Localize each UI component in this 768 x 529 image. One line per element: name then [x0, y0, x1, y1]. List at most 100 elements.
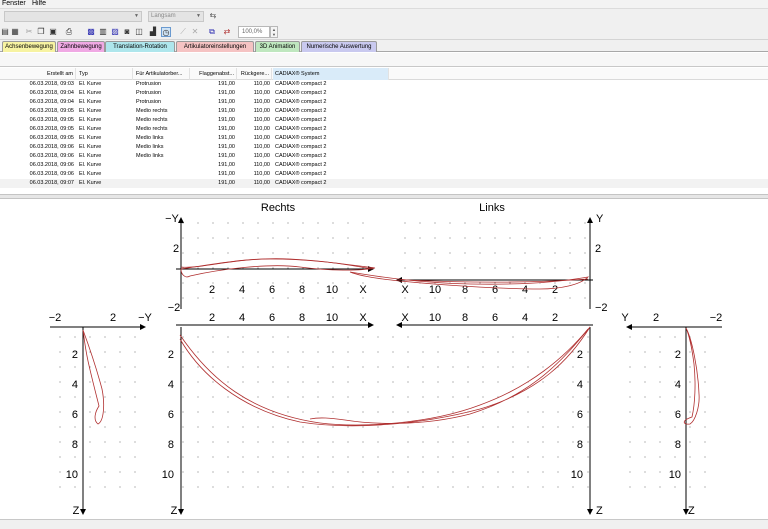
- tab-zahnbewegung[interactable]: Zahnbewegung: [57, 41, 105, 52]
- menu-fenster[interactable]: Fenster: [2, 0, 26, 7]
- grid-dot: [212, 252, 214, 254]
- table-row[interactable]: 06.03.2018, 09:05 El. Kurve Medio rechts 19…: [0, 116, 768, 125]
- tab-numerische-auswertung[interactable]: Numerische Auswertung: [301, 41, 377, 52]
- grid-dot: [272, 336, 274, 338]
- grid-dot: [497, 456, 499, 458]
- filter-icon[interactable]: ▿: [67, 71, 71, 77]
- grid-dot: [74, 471, 76, 473]
- grid-dot: [569, 267, 571, 269]
- grid-dot: [542, 486, 544, 488]
- grid-dot: [182, 396, 184, 398]
- grid-dot: [392, 351, 394, 353]
- grid-dot: [362, 456, 364, 458]
- table-row[interactable]: 06.03.2018, 09:06 El. Kurve Medio links 191…: [0, 143, 768, 152]
- table-row[interactable]: 06.03.2018, 09:05 El. Kurve Medio rechts 19…: [0, 107, 768, 116]
- grid-dot: [134, 351, 136, 353]
- chart-icon[interactable]: ▨: [111, 27, 119, 36]
- grid-dot: [449, 237, 451, 239]
- copy-icon[interactable]: ❐: [37, 27, 45, 36]
- grid-dot: [479, 222, 481, 224]
- splitter-handle[interactable]: [0, 194, 768, 199]
- table-row[interactable]: 06.03.2018, 09:03 El. Kurve Protrusion 191,…: [0, 80, 768, 89]
- table-icon[interactable]: ▥: [99, 27, 107, 36]
- swap-icon[interactable]: ⇆: [209, 11, 217, 20]
- grid-dot: [557, 456, 559, 458]
- speed-combo[interactable]: Langsam ▼: [148, 11, 204, 22]
- grid-dot: [197, 282, 199, 284]
- grid-dot: [512, 426, 514, 428]
- axis-label-x: X: [401, 312, 409, 324]
- grid-dot: [689, 381, 691, 383]
- table-row[interactable]: 06.03.2018, 09:05 El. Kurve Medio links 191…: [0, 134, 768, 143]
- menu-hilfe[interactable]: Hilfe: [32, 0, 47, 7]
- grid-dot: [287, 282, 289, 284]
- tab-artikulatoreinstellungen[interactable]: Artikulatoreinstellungen: [176, 41, 254, 52]
- table-row[interactable]: 06.03.2018, 09:07 El. Kurve 191,00 110,00 CA…: [0, 179, 768, 188]
- ruler-icon[interactable]: ⟋: [180, 27, 186, 36]
- patient-combo[interactable]: ▼: [4, 11, 142, 22]
- grid-dot: [659, 411, 661, 413]
- grid-dot: [212, 222, 214, 224]
- column-header-5[interactable]: CADIAX® System: [273, 68, 389, 80]
- grid-dot: [482, 426, 484, 428]
- cross-icon[interactable]: ✕: [191, 27, 199, 36]
- cut-icon[interactable]: ✂: [25, 27, 33, 36]
- tab-achsenbewegung[interactable]: Achsenbewegung: [2, 41, 56, 52]
- copy-image-icon[interactable]: ⧉: [209, 27, 215, 36]
- grid-dot: [587, 381, 589, 383]
- grid-dot: [182, 351, 184, 353]
- paste-icon[interactable]: ▣: [49, 27, 57, 36]
- table-row[interactable]: 06.03.2018, 09:05 El. Kurve Medio rechts 19…: [0, 125, 768, 134]
- grid-icon[interactable]: ▩: [87, 27, 95, 36]
- overlay-icon[interactable]: ◫: [135, 27, 143, 36]
- grid-dot: [644, 486, 646, 488]
- grid-dot: [659, 366, 661, 368]
- table-cell: Medio rechts: [136, 117, 168, 123]
- tab-3d-animation[interactable]: 3D Animation: [255, 41, 300, 52]
- grid-dot: [689, 411, 691, 413]
- grid-dot: [59, 441, 61, 443]
- table-cell: CADIAX® compact 2: [275, 99, 327, 105]
- grid-dot: [587, 471, 589, 473]
- column-header-1[interactable]: Typ: [77, 68, 133, 80]
- zoom-input[interactable]: 100,0%: [238, 26, 270, 38]
- grid-dot: [332, 411, 334, 413]
- grid-dot: [89, 471, 91, 473]
- table-cell: Medio rechts: [136, 108, 168, 114]
- camera-icon[interactable]: ◙: [124, 27, 130, 36]
- grid-dot: [674, 381, 676, 383]
- grid-dot: [437, 411, 439, 413]
- axis-arrow: [178, 217, 184, 223]
- table-row[interactable]: 06.03.2018, 09:06 El. Kurve Medio links 191…: [0, 152, 768, 161]
- save-as-icon[interactable]: ▦: [11, 27, 19, 36]
- plot-area: Rechts Links −Y 2 −2 2 4 6 8 10 X Y 2 −2 10 8 6 4 2 X Z 2 4 6 8 1…: [0, 199, 768, 519]
- link-icon[interactable]: ⇄: [223, 27, 231, 36]
- save-icon[interactable]: ▤: [1, 27, 9, 36]
- table-row[interactable]: 06.03.2018, 09:04 El. Kurve Protrusion 191,…: [0, 98, 768, 107]
- grid-dot: [452, 456, 454, 458]
- table-row[interactable]: 06.03.2018, 09:04 El. Kurve Protrusion 191,…: [0, 89, 768, 98]
- trace-curve: [683, 327, 700, 425]
- grid-dot: [212, 237, 214, 239]
- column-header-2[interactable]: Für Artikulatorber...: [134, 68, 190, 80]
- column-header-4[interactable]: Rückgere...: [238, 68, 272, 80]
- grid-dot: [242, 351, 244, 353]
- grid-dot: [302, 486, 304, 488]
- timer-icon[interactable]: ◷: [161, 27, 171, 37]
- grid-dot: [497, 381, 499, 383]
- table-row[interactable]: 06.03.2018, 09:06 El. Kurve 191,00 110,00 CA…: [0, 161, 768, 170]
- grid-dot: [134, 366, 136, 368]
- grid-dot: [287, 222, 289, 224]
- column-header-0[interactable]: Erstellt am: [0, 68, 76, 80]
- grid-dot: [704, 366, 706, 368]
- zoom-stepper[interactable]: ▲ ▼: [270, 26, 278, 38]
- tab-translation-rotation[interactable]: Translation-Rotation: [105, 41, 175, 52]
- tick-label: 6: [577, 409, 583, 421]
- grid-dot: [497, 411, 499, 413]
- chart-mode-icon[interactable]: ▟: [149, 27, 157, 36]
- column-header-3[interactable]: Flaggenabst...: [191, 68, 237, 80]
- grid-dot: [272, 381, 274, 383]
- table-cell: 110,00: [253, 180, 270, 186]
- print-icon[interactable]: ⎙: [65, 27, 73, 36]
- table-row[interactable]: 06.03.2018, 09:06 El. Kurve 191,00 110,00 CA…: [0, 170, 768, 179]
